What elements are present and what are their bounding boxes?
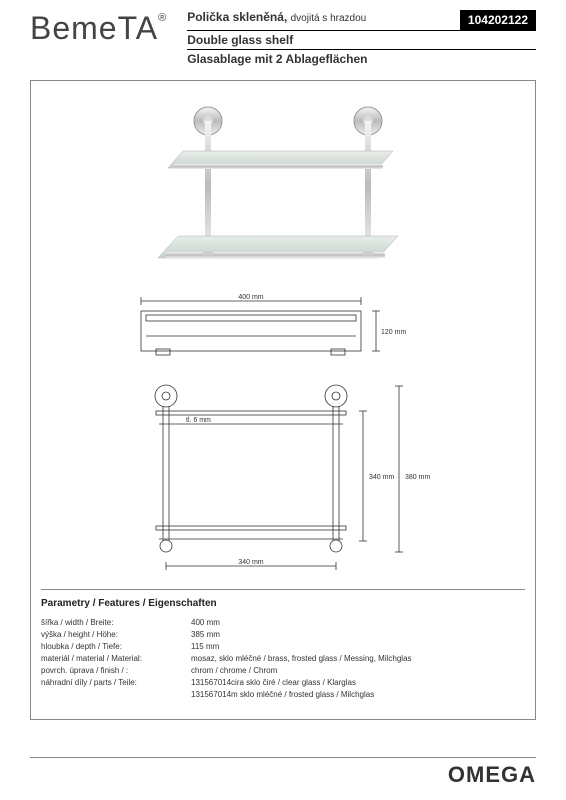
series-name: OMEGA (448, 762, 536, 788)
top-view-drawing: 400 mm 120 mm (81, 291, 461, 371)
dim-thickness: tl. 6 mm (186, 417, 211, 424)
dim-inner-h: 340 mm (369, 474, 394, 481)
features-table: šířka / width / Breite: 400 mm výška / h… (41, 617, 525, 701)
feature-row: výška / height / Höhe: 385 mm (41, 629, 525, 641)
title-en: Double glass shelf (187, 33, 536, 47)
feature-label: šířka / width / Breite: (41, 617, 191, 629)
footer-divider (30, 757, 536, 758)
feature-row: povrch. úprava / finish / : chrom / chro… (41, 665, 525, 677)
feature-label: hloubka / depth / Tiefe: (41, 641, 191, 653)
registered-mark: ® (158, 12, 167, 24)
content-box: 400 mm 120 mm (30, 80, 536, 720)
feature-value: 131567014cira sklo čiré / clear glass / … (191, 677, 525, 689)
feature-label (41, 689, 191, 701)
title-cz-sub: dvojitá s hrazdou (291, 13, 367, 24)
features-divider (41, 589, 525, 590)
features-title: Parametry / Features / Eigenschaften (41, 598, 525, 609)
product-code: 104202122 (460, 10, 536, 30)
feature-row: náhradní díly / parts / Teile: 131567014… (41, 677, 525, 689)
feature-value: 115 mm (191, 641, 525, 653)
feature-value: mosaz, sklo mléčné / brass, frosted glas… (191, 653, 525, 665)
dim-outer-h: 380 mm (405, 474, 430, 481)
feature-label: materiál / material / Material: (41, 653, 191, 665)
feature-value: 385 mm (191, 629, 525, 641)
front-view-drawing: tl. 6 mm 340 mm 380 mm (81, 376, 461, 576)
feature-row: materiál / material / Material: mosaz, s… (41, 653, 525, 665)
title-cz: 104202122 Polička skleněná, dvojitá s hr… (187, 10, 536, 24)
product-image (41, 91, 525, 291)
title-divider-1 (187, 30, 536, 31)
feature-label: náhradní díly / parts / Teile: (41, 677, 191, 689)
dim-top-width: 400 mm (238, 294, 263, 301)
title-en-text: Double glass shelf (187, 33, 293, 47)
dim-front-width: 340 mm (238, 559, 263, 566)
title-cz-main: Polička skleněná, (187, 10, 287, 24)
title-de-text: Glasablage mit 2 Ablageflächen (187, 52, 367, 66)
feature-value: chrom / chrome / Chrom (191, 665, 525, 677)
title-block: 104202122 Polička skleněná, dvojitá s hr… (187, 10, 536, 68)
brand-logo: BemeTA® (30, 10, 167, 47)
feature-row: 131567014m sklo mléčné / frosted glass /… (41, 689, 525, 701)
title-divider-2 (187, 49, 536, 50)
feature-value: 400 mm (191, 617, 525, 629)
technical-drawings: 400 mm 120 mm (41, 291, 525, 581)
title-de: Glasablage mit 2 Ablageflächen (187, 52, 536, 66)
feature-label: výška / height / Höhe: (41, 629, 191, 641)
feature-row: šířka / width / Breite: 400 mm (41, 617, 525, 629)
feature-value: 131567014m sklo mléčné / frosted glass /… (191, 689, 525, 701)
feature-row: hloubka / depth / Tiefe: 115 mm (41, 641, 525, 653)
dim-top-height: 120 mm (381, 329, 406, 336)
header: BemeTA® 104202122 Polička skleněná, dvoj… (0, 0, 566, 68)
product-render-svg (153, 96, 413, 286)
feature-label: povrch. úprava / finish / : (41, 665, 191, 677)
brand-text: BemeTA (30, 10, 158, 46)
